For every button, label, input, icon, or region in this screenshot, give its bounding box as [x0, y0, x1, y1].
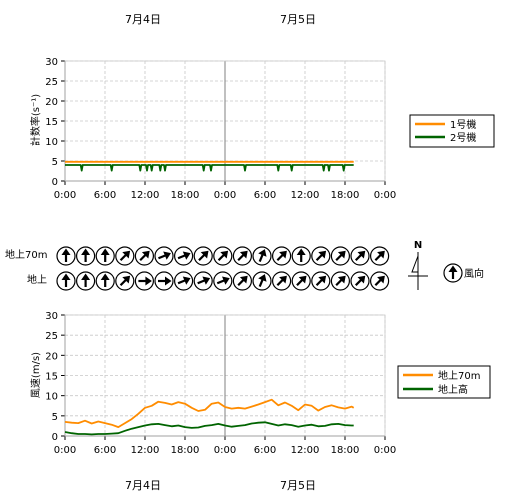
wind-icon-70m — [291, 246, 311, 266]
y-tick-label: 15 — [45, 372, 58, 383]
x-tick-label: 12:00 — [131, 445, 160, 456]
x-tick-label: 18:00 — [331, 190, 360, 201]
x-tick-label: 18:00 — [171, 190, 200, 201]
wind-icon-70m — [311, 246, 331, 266]
wind-icon-ground — [75, 271, 96, 291]
wind-icon-70m — [272, 246, 292, 266]
legend-label-ground: 地上高 — [438, 383, 468, 396]
wind-icon-70m — [370, 246, 390, 266]
y-tick-label: 0 — [52, 432, 58, 443]
x-tick-label: 0:00 — [374, 190, 396, 201]
count-rate-legend-box — [409, 114, 495, 148]
wind-speed-legend: 地上70m 地上高 — [397, 365, 491, 399]
x-tick-label: 0:00 — [214, 190, 236, 201]
y-tick-label: 30 — [45, 57, 58, 68]
date-label-top-2: 7月5日 — [280, 13, 316, 26]
count-rate-ylabel: 計数率(s⁻¹) — [29, 94, 42, 146]
y-tick-label: 20 — [45, 351, 58, 362]
series-line-70m — [64, 398, 355, 428]
wind-icon-ground — [193, 271, 213, 291]
x-tick-label: 0:00 — [374, 445, 396, 456]
north-arrow-head — [411, 255, 419, 273]
wind-icon-ground — [134, 271, 154, 291]
y-tick-label: 10 — [45, 137, 58, 148]
wind-icon-ground — [174, 271, 194, 291]
x-tick-label: 0:00 — [54, 445, 76, 456]
y-tick-label: 5 — [52, 157, 58, 168]
wind-icon-ground — [56, 271, 76, 291]
wind-speed-ylabel: 風速(m/s) — [30, 352, 42, 398]
wind-row-label-70m: 地上70m — [5, 248, 47, 261]
wind-icon-70m — [75, 246, 96, 266]
wind-icon-ground — [370, 271, 390, 291]
wind-icon-ground — [95, 271, 115, 291]
wind-icon-70m — [193, 246, 213, 266]
wind-icon-ground — [252, 271, 272, 291]
wind-icon-70m — [330, 246, 350, 266]
wind-icon-70m — [134, 246, 154, 266]
wind-icon-ground — [154, 271, 174, 291]
x-tick-label: 6:00 — [254, 445, 276, 456]
x-tick-label: 12:00 — [131, 190, 160, 201]
plot-frame — [64, 60, 386, 182]
x-tick-label: 12:00 — [291, 445, 320, 456]
plot-frame — [64, 314, 386, 437]
date-label-bottom-2: 7月5日 — [280, 479, 316, 492]
north-label: N — [414, 240, 422, 251]
x-tick-label: 0:00 — [54, 190, 76, 201]
legend-label-70m: 地上70m — [438, 369, 480, 382]
y-tick-label: 20 — [45, 97, 58, 108]
legend-label-unit1: 1号機 — [450, 118, 476, 131]
wind-direction-rows — [56, 246, 390, 291]
y-tick-label: 10 — [45, 392, 58, 403]
x-tick-label: 12:00 — [291, 190, 320, 201]
y-tick-label: 25 — [45, 77, 58, 88]
count-rate-chart: 0 5 10 15 20 25 30 0:00 6:00 12:00 18:00 0:00 6:00 12… — [45, 57, 396, 201]
wind-icon-ground — [350, 271, 370, 291]
wind-speed-legend-box — [397, 365, 491, 399]
wind-icon-70m — [252, 246, 272, 266]
x-tick-label: 18:00 — [171, 445, 200, 456]
wind-icon-ground — [272, 271, 292, 291]
wind-icon-ground — [115, 271, 135, 291]
series-line-ground — [64, 421, 354, 436]
x-tick-label: 6:00 — [94, 445, 116, 456]
wind-icon-70m — [350, 246, 370, 266]
series-line-unit2 — [65, 164, 354, 172]
wind-legend-icon — [443, 263, 463, 283]
wind-direction-legend-label: 風向 — [464, 267, 484, 280]
wind-icon-ground — [232, 271, 252, 291]
y-tick-label: 25 — [45, 331, 58, 342]
wind-icon-70m — [174, 246, 194, 266]
wind-icon-70m — [95, 246, 115, 266]
y-tick-label: 5 — [52, 412, 58, 423]
wind-row-label-ground: 地上 — [27, 273, 47, 286]
x-tick-label: 6:00 — [94, 190, 116, 201]
wind-icon-70m — [115, 246, 135, 266]
date-label-bottom-1: 7月4日 — [125, 479, 161, 492]
legend-label-unit2: 2号機 — [450, 131, 476, 144]
x-tick-label: 6:00 — [254, 190, 276, 201]
wind-icon-70m — [154, 246, 174, 266]
wind-icon-ground — [213, 271, 233, 291]
date-label-top-1: 7月4日 — [125, 13, 161, 26]
wind-icon-70m — [232, 246, 252, 266]
y-tick-label: 30 — [45, 311, 58, 322]
wind-speed-chart: 0 5 10 15 20 25 30 0:00 6:00 12:00 18:00 0:00 6:00 12… — [45, 311, 396, 456]
wind-icon-ground — [330, 271, 350, 291]
count-rate-legend: 1号機 2号機 — [409, 114, 495, 148]
x-tick-label: 0:00 — [214, 445, 236, 456]
wind-icon-ground — [291, 271, 311, 291]
wind-direction-legend — [443, 263, 463, 283]
wind-icon-70m — [213, 246, 233, 266]
north-indicator: N — [408, 240, 428, 290]
wind-icon-70m — [56, 246, 76, 266]
y-tick-label: 0 — [52, 177, 58, 188]
wind-icon-ground — [311, 271, 331, 291]
y-tick-label: 15 — [45, 117, 58, 128]
x-tick-label: 18:00 — [331, 445, 360, 456]
